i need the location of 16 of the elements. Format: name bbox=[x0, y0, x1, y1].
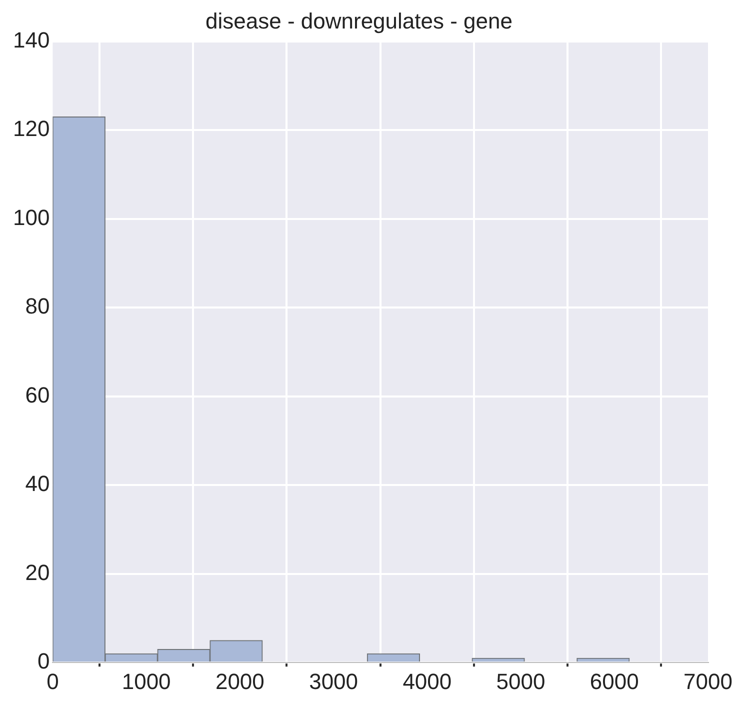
y-tick-label: 60 bbox=[25, 382, 50, 408]
x-tick-label: 4000 bbox=[402, 668, 452, 694]
x-tick-label: 3000 bbox=[309, 668, 358, 694]
y-tick-label: 120 bbox=[12, 116, 50, 142]
x-tick-label: 6000 bbox=[590, 668, 639, 694]
x-tick-label: 5000 bbox=[496, 668, 546, 694]
x-tick-label: 2000 bbox=[215, 668, 264, 694]
y-tick-label: 80 bbox=[25, 294, 50, 319]
x-tick-label: 7000 bbox=[684, 668, 732, 694]
x-tick-label: 1000 bbox=[122, 668, 171, 694]
y-tick-label: 40 bbox=[25, 471, 50, 496]
y-tick-label: 100 bbox=[12, 204, 50, 230]
y-tick-label: 0 bbox=[37, 648, 50, 674]
chart-title: disease - downregulates - gene bbox=[206, 8, 512, 34]
y-tick-label: 140 bbox=[12, 27, 50, 52]
y-tick-label: 20 bbox=[25, 560, 50, 585]
